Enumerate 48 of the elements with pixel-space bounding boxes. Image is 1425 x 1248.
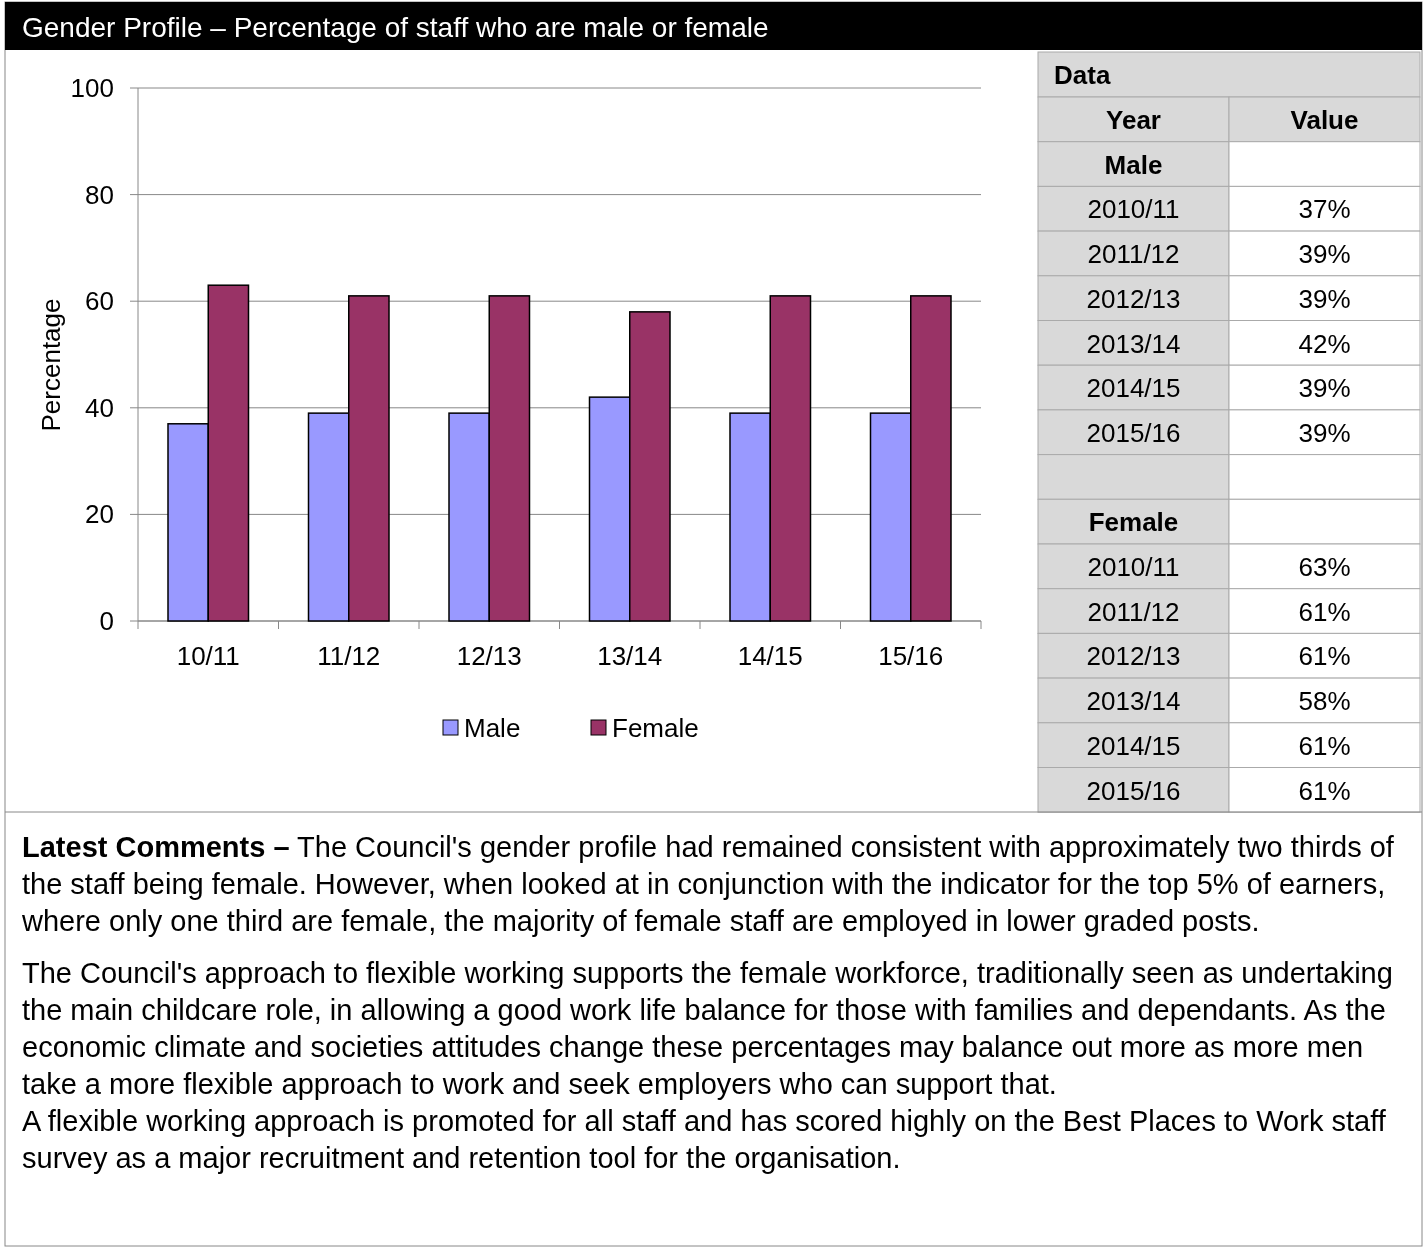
- chart-title: Gender Profile – Percentage of staff who are male or female: [22, 12, 769, 43]
- x-tick-label: 15/16: [878, 641, 944, 671]
- text: 2013/14: [1086, 328, 1181, 359]
- text: Female: [1088, 507, 1179, 538]
- text: 2010/11: [1087, 194, 1180, 225]
- text: 42%: [1298, 328, 1351, 359]
- text: 63%: [1298, 552, 1351, 582]
- text: 2010/11: [1087, 552, 1180, 582]
- text: 37%: [1298, 194, 1351, 225]
- text: Data: [1054, 60, 1111, 90]
- text: The Council's approach to flexible working supports the female workforce, traditionally seen as undertaking the main childcare role, in allowing a good work life balance for those with families and dependants. As the economic climate and societies attitudes change these percentages may balance out more as more men take a more flexible approach to work and seek employers who can support that.: [22, 956, 1394, 1102]
- text: Year: [1106, 105, 1161, 135]
- text: 2012/13: [1086, 641, 1181, 672]
- text: Latest Comments –: [22, 831, 290, 863]
- text: 58%: [1298, 686, 1351, 717]
- text: 61%: [1298, 730, 1351, 761]
- text: 2014/15: [1086, 730, 1181, 761]
- text: A flexible working approach is promoted for all staff and has scored highly on the Best Places to Work staff survey as a major recruitment and retention tool for the organisation.: [22, 1104, 1387, 1176]
- text: 2012/13: [1086, 283, 1181, 314]
- text: 39%: [1298, 283, 1351, 314]
- x-tick-label: 10/11: [176, 641, 240, 671]
- y-tick-label: 60: [85, 286, 114, 317]
- text: 2015/16: [1086, 417, 1181, 448]
- text: 2015/16: [1086, 775, 1181, 806]
- text: 39%: [1298, 239, 1351, 270]
- legend-label: Female: [612, 713, 699, 743]
- text: 61%: [1298, 641, 1351, 672]
- text: Value: [1290, 105, 1359, 135]
- y-tick-label: 100: [70, 73, 114, 103]
- text: 61%: [1298, 596, 1351, 627]
- y-tick-label: 20: [85, 499, 114, 530]
- text: 2011/12: [1087, 596, 1180, 627]
- text: Male: [1104, 149, 1163, 180]
- legend-label: Male: [464, 713, 521, 743]
- text: 39%: [1298, 373, 1351, 404]
- y-axis-title: Percentage: [36, 298, 66, 432]
- text: 39%: [1298, 417, 1351, 448]
- text: 2014/15: [1086, 373, 1181, 404]
- y-tick-label: 40: [85, 392, 114, 423]
- y-tick-label: 0: [99, 606, 114, 636]
- text: 61%: [1298, 775, 1351, 806]
- x-tick-label: 11/12: [317, 641, 381, 671]
- text: 2011/12: [1087, 239, 1180, 270]
- x-tick-label: 13/14: [597, 641, 663, 671]
- x-tick-label: 14/15: [737, 641, 803, 671]
- x-tick-label: 12/13: [456, 641, 522, 671]
- y-tick-label: 80: [85, 179, 114, 210]
- text: 2013/14: [1086, 686, 1181, 717]
